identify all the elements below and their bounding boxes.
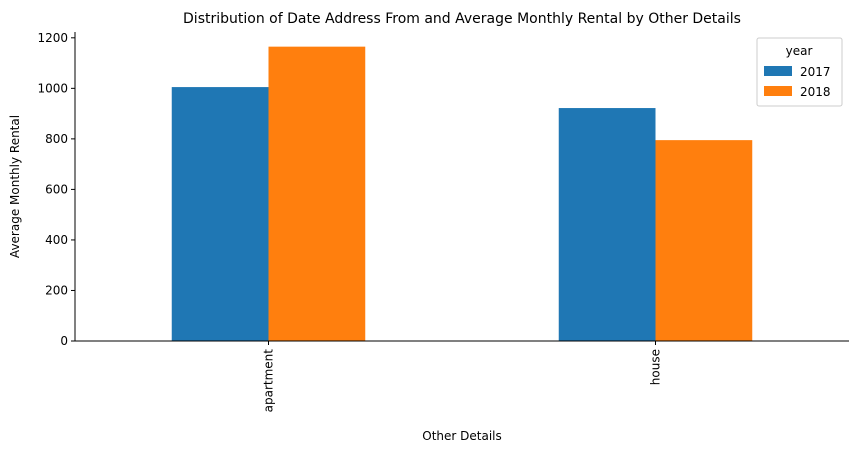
x-axis-label: Other Details (422, 429, 502, 443)
x-tick-label: apartment (262, 349, 276, 413)
y-tick-label: 400 (45, 233, 68, 247)
y-tick-label: 600 (45, 182, 68, 196)
bar-house-2017 (558, 108, 656, 341)
bar-apartment-2017 (171, 87, 269, 341)
legend-label-2018: 2018 (800, 85, 831, 99)
x-tick-label: house (649, 349, 663, 385)
legend-swatch-2018 (764, 86, 792, 96)
y-axis-ticks: 0 200 400 600 800 1000 1200 (37, 31, 75, 348)
plot-area (171, 46, 753, 342)
y-tick-label: 1200 (37, 31, 68, 45)
legend-swatch-2017 (764, 66, 792, 76)
legend-items: 2017 2018 (764, 65, 831, 99)
bar-apartment-2018 (268, 46, 366, 342)
x-axis-ticks: apartment house (262, 341, 663, 412)
legend-title: year (786, 44, 813, 58)
y-tick-label: 200 (45, 283, 68, 297)
chart-title: Distribution of Date Address From and Av… (183, 11, 741, 27)
y-tick-label: 0 (60, 334, 68, 348)
bar-house-2018 (655, 140, 753, 341)
y-axis-label: Average Monthly Rental (8, 115, 22, 258)
y-tick-label: 800 (45, 132, 68, 146)
legend: year 2017 2018 (756, 37, 843, 107)
legend-label-2017: 2017 (800, 65, 831, 79)
y-tick-label: 1000 (37, 81, 68, 95)
